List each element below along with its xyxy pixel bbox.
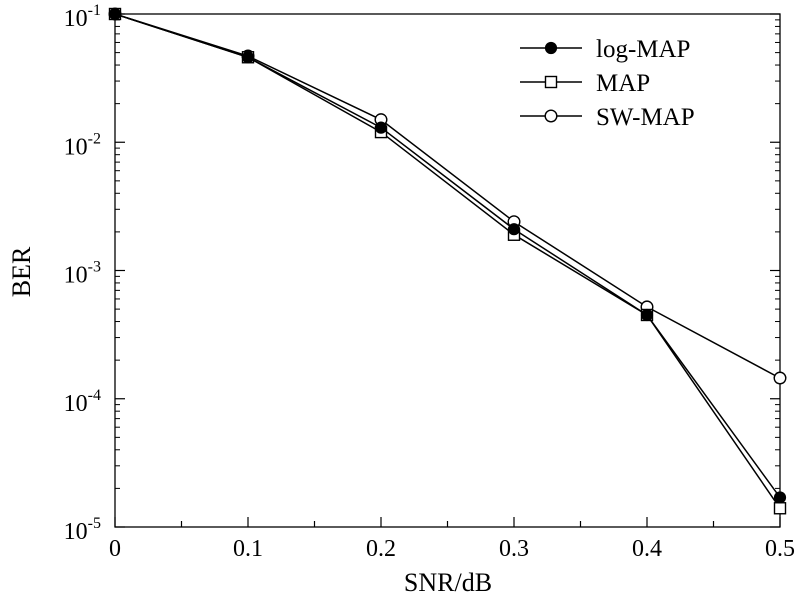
plot-frame — [114, 13, 781, 528]
legend-marker — [544, 41, 558, 55]
series-line — [114, 13, 781, 498]
x-tick-label: 0.3 — [499, 536, 529, 562]
x-tick-label: 0.4 — [632, 536, 662, 562]
legend-item: SW-MAP — [520, 104, 695, 131]
y-tick-exponent: -4 — [88, 387, 101, 404]
data-point — [108, 7, 122, 21]
y-tick-base: 10 — [64, 263, 88, 289]
legend: log-MAP MAP SW-MAP — [520, 36, 695, 131]
series-sw-map — [108, 7, 787, 385]
legend-label: MAP — [596, 70, 650, 97]
series-group — [108, 7, 787, 515]
data-point — [241, 51, 255, 64]
plot-area — [114, 13, 781, 528]
legend-marker — [544, 109, 558, 123]
y-tick-exponent: -3 — [88, 259, 101, 276]
series-line — [114, 13, 781, 379]
y-axis: 10-110-210-310-410-5 — [64, 2, 780, 545]
y-tick-label: 10-4 — [64, 387, 101, 417]
x-tick-label: 0.1 — [233, 536, 263, 562]
y-tick-label: 10-2 — [64, 130, 101, 160]
data-point — [640, 308, 654, 322]
y-tick-exponent: -1 — [88, 2, 101, 19]
data-point — [374, 121, 388, 134]
series-log-map — [108, 7, 787, 504]
y-tick-base: 10 — [64, 391, 88, 417]
y-tick-label: 10-3 — [64, 259, 101, 289]
x-tick-label: 0.2 — [366, 536, 396, 562]
legend-item: log-MAP — [520, 36, 690, 63]
data-point — [507, 223, 521, 236]
y-tick-label: 10-1 — [64, 2, 101, 32]
data-point — [773, 491, 787, 504]
data-point — [773, 502, 787, 515]
x-tick-label: 0 — [109, 536, 121, 562]
y-tick-base: 10 — [64, 134, 88, 160]
x-tick-label: 0.5 — [765, 536, 795, 562]
legend-marker — [544, 75, 558, 89]
series-map — [108, 7, 787, 515]
y-axis-title: BER — [7, 246, 36, 297]
x-axis-title: SNR/dB — [404, 568, 492, 597]
legend-item: MAP — [520, 70, 650, 97]
series-line — [114, 13, 781, 509]
legend-label: log-MAP — [596, 36, 690, 63]
x-axis: 0 0.1 0.2 0.3 0.4 0.5 — [109, 517, 795, 562]
y-tick-base: 10 — [64, 6, 88, 32]
data-point — [773, 371, 787, 385]
legend-label: SW-MAP — [596, 104, 695, 131]
y-tick-exponent: -5 — [88, 515, 101, 532]
y-tick-label: 10-5 — [64, 515, 101, 545]
y-tick-exponent: -2 — [88, 130, 101, 147]
y-tick-base: 10 — [64, 519, 88, 545]
